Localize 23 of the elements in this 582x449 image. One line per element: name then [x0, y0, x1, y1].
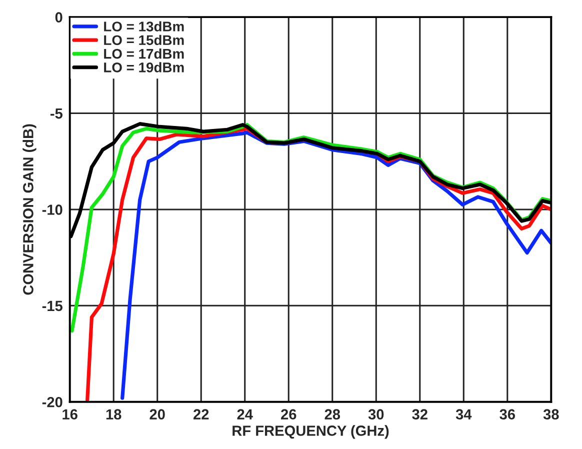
x-tick-label: 34 [456, 409, 472, 420]
x-tick-label: 36 [500, 409, 515, 420]
y-tick-label: -20 [42, 396, 62, 408]
x-tick-label: 38 [543, 409, 559, 420]
legend-label: LO = 13dBm [104, 21, 184, 32]
x-axis-title: RF FREQUENCY (GHz) [232, 425, 389, 439]
y-tick-label: 0 [55, 12, 62, 22]
legend-label: LO = 15dBm [104, 34, 184, 46]
x-tick-label: 24 [237, 409, 253, 420]
y-tick-label: -10 [42, 204, 62, 215]
y-tick-label: -5 [50, 108, 62, 119]
y-tick-label: -15 [42, 300, 62, 312]
x-tick-label: 20 [150, 409, 165, 420]
x-tick-label: 28 [324, 409, 340, 420]
legend-label: LO = 17dBm [104, 48, 184, 59]
x-tick-label: 32 [412, 409, 428, 420]
x-tick-label: 30 [368, 409, 384, 420]
legend-label: LO = 19dBm [104, 62, 184, 72]
x-tick-label: 22 [194, 409, 209, 420]
x-tick-label: 26 [281, 409, 296, 420]
y-axis-title: CONVERSION GAIN (dB) [22, 124, 36, 295]
x-tick-label: 16 [62, 409, 78, 420]
x-tick-label: 18 [106, 409, 122, 420]
